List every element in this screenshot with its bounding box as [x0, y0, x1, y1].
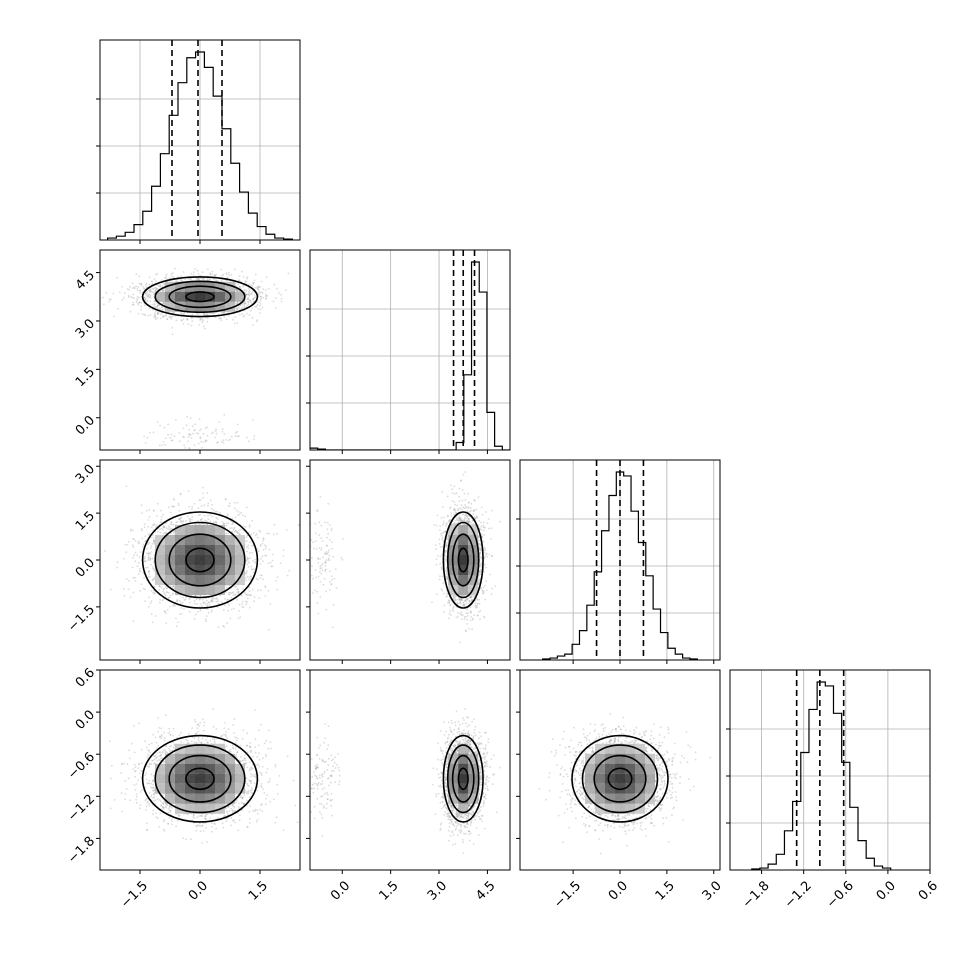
contour-3-0-3	[141, 734, 259, 823]
panel-2-2	[516, 459, 721, 664]
y-tick-label-3-1: −1.2	[65, 792, 98, 825]
panel-3-2	[516, 669, 721, 874]
contour-2-0-0	[185, 547, 215, 573]
contour-3-1-3	[442, 734, 484, 823]
contour-3-0-1	[168, 754, 232, 803]
y-tick-label-1-3: 4.5	[73, 268, 98, 293]
contour-3-2-1	[593, 754, 647, 803]
contour-2-1-1	[451, 533, 475, 587]
panel-2-1	[306, 459, 511, 664]
panel-0-0	[96, 39, 301, 244]
panel-frame-1-1	[309, 249, 511, 451]
y-tick-label-2-2: 1.5	[73, 509, 98, 534]
contour-1-0-0	[185, 291, 215, 303]
panel-3-0	[96, 669, 301, 874]
contour-2-1-3	[442, 511, 484, 609]
histogram-3	[751, 681, 892, 870]
y-tick-label-3-4: 0.6	[73, 665, 98, 690]
x-tick-label-1-1: 1.5	[377, 878, 402, 903]
contour-1-0-2	[154, 280, 246, 314]
panel-frame-3-1	[309, 669, 511, 871]
y-tick-label-3-2: −0.6	[65, 750, 98, 783]
contour-3-1-1	[451, 754, 475, 803]
x-tick-label-1-2: 3.0	[425, 878, 450, 903]
histogram-1	[310, 261, 510, 450]
x-tick-label-3-3: 0.0	[874, 878, 899, 903]
panel-frame-1-0	[99, 249, 301, 451]
y-tick-label-2-1: 0.0	[73, 555, 98, 580]
density-3-2	[585, 743, 655, 814]
contour-1-0-1	[168, 285, 232, 309]
contour-3-2-0	[607, 767, 633, 791]
x-tick-label-0-2: 1.5	[246, 878, 271, 903]
contour-1-0-3	[141, 276, 259, 318]
x-tick-label-1-0: 0.0	[328, 878, 353, 903]
x-tick-label-2-0: −1.5	[551, 878, 584, 911]
contour-3-2-2	[581, 744, 659, 814]
contour-3-2-3	[571, 734, 669, 823]
x-tick-label-2-2: 1.5	[653, 878, 678, 903]
contour-3-1-2	[446, 744, 480, 814]
contour-2-0-2	[154, 521, 246, 599]
panel-2-0	[96, 459, 301, 664]
x-tick-label-0-0: −1.5	[118, 878, 151, 911]
x-tick-label-3-0: −1.8	[740, 878, 773, 911]
y-tick-label-1-0: 0.0	[73, 413, 98, 438]
x-tick-label-3-2: −0.6	[824, 878, 857, 911]
contour-2-0-3	[141, 511, 259, 609]
x-tick-label-3-1: −1.2	[782, 878, 815, 911]
panel-frame-3-3	[729, 669, 931, 871]
contour-2-1-0	[457, 547, 469, 573]
x-tick-label-2-3: 3.0	[700, 878, 725, 903]
contour-2-0-1	[168, 533, 232, 587]
x-tick-label-0-1: 0.0	[186, 878, 211, 903]
y-tick-label-2-0: −1.5	[65, 602, 98, 635]
histogram-0	[107, 51, 293, 240]
y-tick-label-1-2: 3.0	[73, 316, 98, 341]
x-tick-label-3-4: 0.6	[916, 878, 941, 903]
panel-3-1	[306, 669, 511, 874]
panel-1-0	[96, 249, 301, 454]
density-2-0	[155, 525, 245, 595]
x-tick-label-1-3: 4.5	[473, 878, 498, 903]
contour-3-0-2	[154, 744, 246, 814]
contour-2-1-2	[446, 521, 480, 599]
contour-3-1-0	[457, 767, 469, 791]
y-tick-label-3-3: 0.0	[73, 708, 98, 733]
y-tick-label-2-3: 3.0	[73, 462, 98, 487]
panel-3-3	[726, 669, 931, 874]
x-tick-label-2-1: 0.0	[606, 878, 631, 903]
y-tick-label-3-0: −1.8	[65, 834, 98, 867]
panel-1-1	[306, 249, 511, 454]
contour-3-0-0	[185, 767, 215, 791]
y-tick-label-1-1: 1.5	[73, 365, 98, 390]
density-3-0	[155, 743, 245, 814]
